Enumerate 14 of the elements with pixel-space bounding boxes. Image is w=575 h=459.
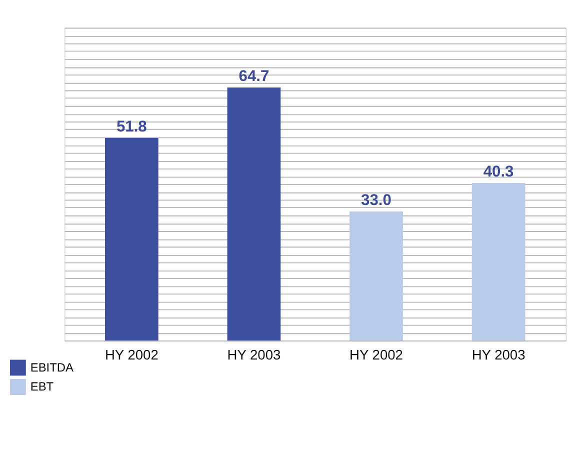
bar <box>472 182 526 341</box>
data-label: 64.7 <box>238 68 270 86</box>
bar <box>227 88 281 341</box>
data-label: 33.0 <box>361 192 392 210</box>
x-tick-label: HY 2003 <box>472 347 526 362</box>
data-label: 40.3 <box>483 164 514 181</box>
bar <box>350 211 403 341</box>
x-tick-label: HY 2003 <box>227 347 281 362</box>
legend-label: EBT <box>30 380 54 394</box>
x-tick-label: HY 2002 <box>104 347 158 362</box>
x-tick-label: HY 2002 <box>350 347 403 362</box>
data-label: 51.8 <box>116 118 148 136</box>
bar <box>104 138 158 341</box>
legend-label: EBITDA <box>30 360 74 374</box>
